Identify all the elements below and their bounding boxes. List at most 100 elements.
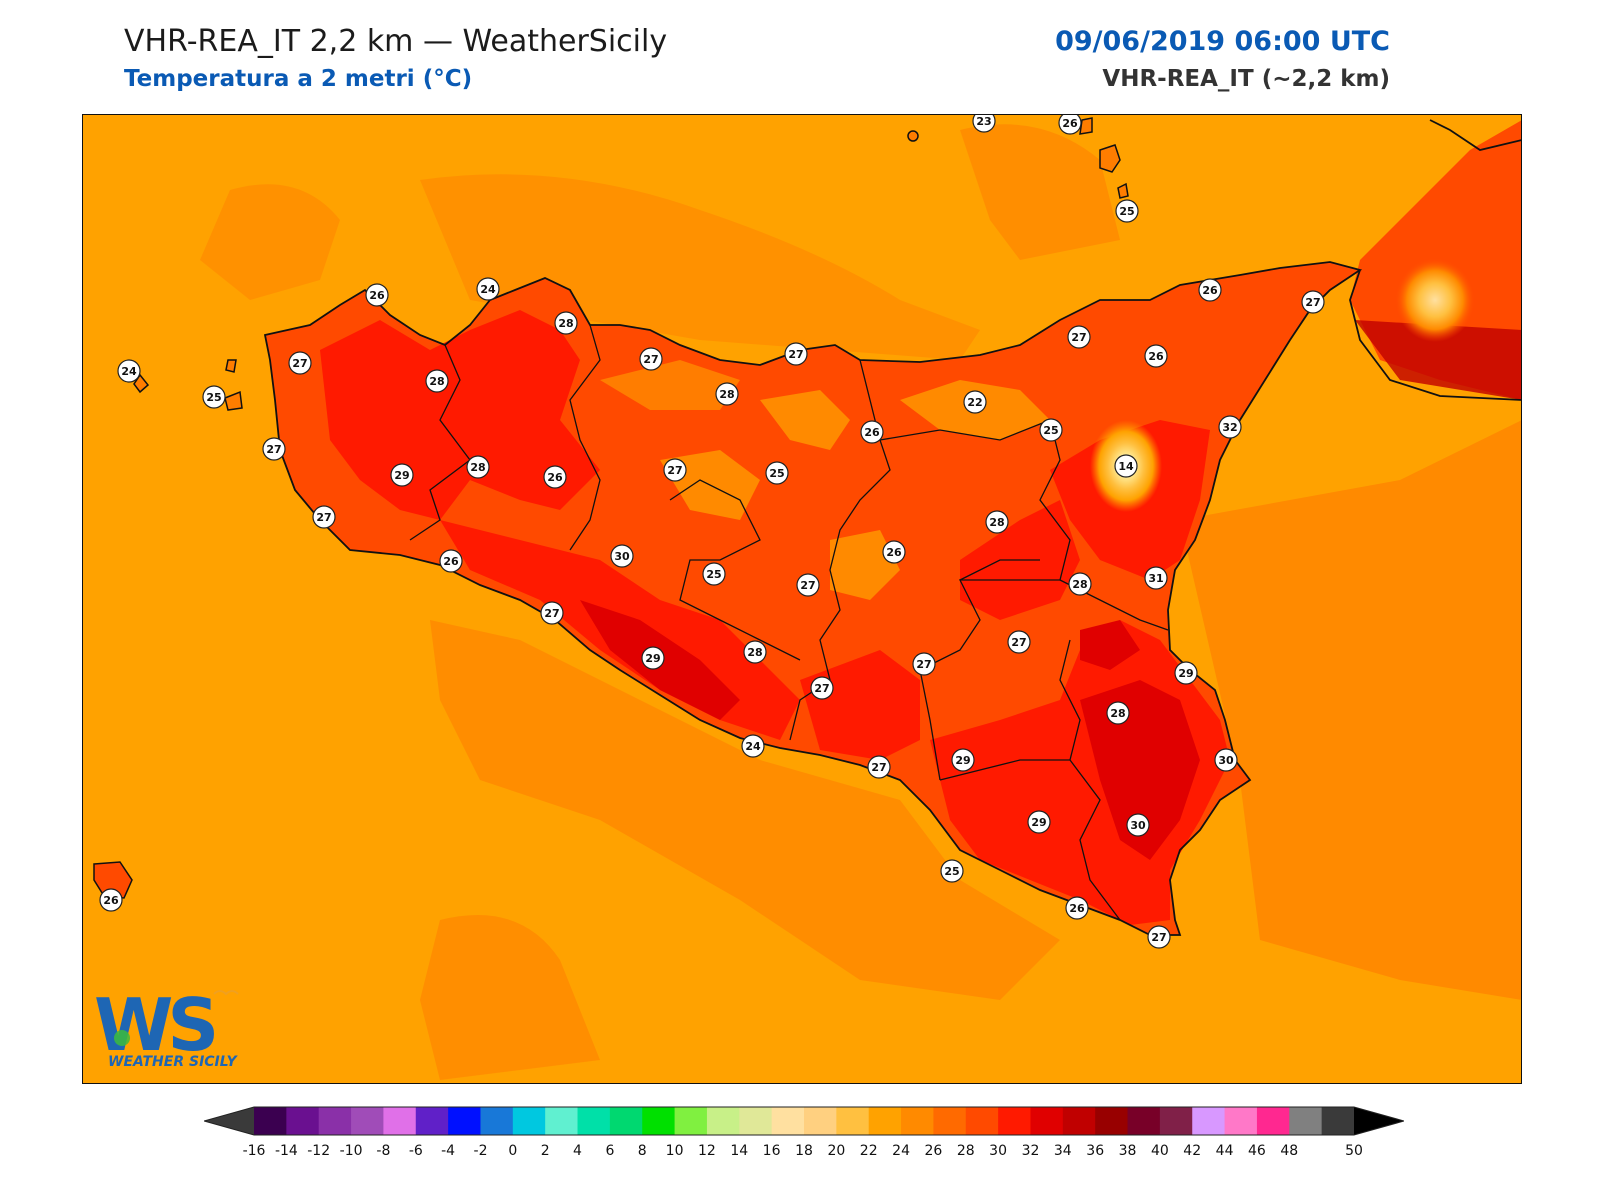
station-marker: 24	[117, 359, 141, 383]
station-value: 28	[989, 516, 1004, 529]
land-extreme-zone	[1080, 680, 1200, 860]
calabria-land	[1355, 320, 1522, 400]
station-circle	[1144, 344, 1168, 368]
station-circle	[1198, 278, 1222, 302]
colorbar-swatch	[609, 1107, 643, 1135]
station-circle	[1067, 325, 1091, 349]
station-value: 30	[1218, 754, 1234, 767]
station-marker: 26	[365, 283, 389, 307]
colorbar-swatch	[1224, 1107, 1258, 1135]
station-circle	[476, 277, 500, 301]
calabria-coastline	[1349, 269, 1522, 401]
colorbar-tick-label: 12	[698, 1143, 716, 1159]
station-marker: 25	[1039, 418, 1063, 442]
station-marker: 27	[1301, 290, 1325, 314]
colorbar-swatch	[1095, 1107, 1129, 1135]
station-marker: 26	[860, 420, 884, 444]
colorbar-tick-label: 14	[730, 1143, 748, 1159]
station-marker: 25	[940, 859, 964, 883]
station-circle	[390, 463, 414, 487]
station-value: 28	[719, 388, 734, 401]
colorbar-swatch	[836, 1107, 870, 1135]
station-marker: 27	[912, 652, 936, 676]
station-value: 28	[1110, 707, 1125, 720]
station-circle	[743, 640, 767, 664]
colorbar-swatch	[512, 1107, 546, 1135]
station-value: 26	[1069, 902, 1085, 915]
colorbar-swatch	[965, 1107, 999, 1135]
station-value: 30	[1130, 819, 1146, 832]
colorbar-tick-label: -16	[243, 1143, 266, 1159]
colorbar-tick-label: 50	[1345, 1143, 1363, 1159]
station-marker: 25	[702, 562, 726, 586]
station-circle	[741, 734, 765, 758]
colorbar-tick-label: -2	[474, 1143, 488, 1159]
station-marker: 24	[476, 277, 500, 301]
station-value: 31	[1148, 572, 1163, 585]
station-marker: 28	[466, 455, 490, 479]
station-value: 26	[547, 471, 563, 484]
station-circle	[466, 455, 490, 479]
small-islands	[93, 117, 1129, 899]
station-value: 27	[544, 607, 559, 620]
station-circle	[1214, 748, 1238, 772]
station-value: 29	[1178, 667, 1193, 680]
colorbar-swatch	[706, 1107, 740, 1135]
station-marker: 22	[963, 390, 987, 414]
colorbar-tick-label: -4	[441, 1143, 455, 1159]
station-value: 28	[470, 461, 485, 474]
station-value: 25	[206, 391, 221, 404]
temperature-map: 23 26 25 26 27 27 26 26 24 28 27 27 24 27 28 25 28 22 25 32…	[82, 114, 1522, 1084]
station-circle	[940, 859, 964, 883]
station-circle	[1126, 813, 1150, 837]
station-marker: 29	[390, 463, 414, 487]
station-value: 24	[745, 740, 761, 753]
station-circle	[439, 549, 463, 573]
station-circle	[702, 562, 726, 586]
colorbar-tick-label: 32	[1022, 1143, 1040, 1159]
station-circle	[1039, 418, 1063, 442]
weather-sicily-logo: WS WEATHER SICILY	[94, 980, 264, 1075]
sicily-coastline	[263, 261, 1363, 936]
station-value: 27	[871, 761, 886, 774]
station-marker: 25	[202, 385, 226, 409]
station-circle	[1065, 896, 1089, 920]
colorbar-swatch	[1289, 1107, 1323, 1135]
station-value: 27	[814, 682, 829, 695]
colorbar-tick-label: 30	[989, 1143, 1007, 1159]
colorbar-swatch	[1030, 1107, 1064, 1135]
station-value: 22	[967, 396, 982, 409]
map-title: VHR-REA_IT 2,2 km — WeatherSicily	[124, 24, 668, 59]
colorbar-tick-label: 46	[1248, 1143, 1266, 1159]
land-hot-zone	[320, 310, 600, 520]
colorbar-swatch	[674, 1107, 708, 1135]
colorbar-tick-label: 34	[1054, 1143, 1072, 1159]
station-value: 27	[643, 353, 658, 366]
colorbar-swatch	[868, 1107, 902, 1135]
station-marker: 27	[262, 437, 286, 461]
colorbar-tick-label: 20	[827, 1143, 845, 1159]
station-marker: 23	[972, 114, 996, 133]
station-circle	[860, 420, 884, 444]
land-cool-zone	[600, 360, 740, 410]
station-circle	[610, 544, 634, 568]
temperature-colorbar: -16 -14 -12 -10 -8 -6 -4 -2 0 2 4 6 8 10 12 14 16 18 20 22 2…	[202, 1105, 1406, 1165]
colorbar-swatch	[351, 1107, 384, 1135]
station-circle	[639, 347, 663, 371]
station-marker: 25	[765, 461, 789, 485]
colorbar-swatch	[254, 1107, 287, 1135]
station-circle	[867, 755, 891, 779]
colorbar-swatch	[804, 1107, 837, 1135]
station-value: 28	[747, 646, 762, 659]
colorbar-tick-label: 48	[1280, 1143, 1298, 1159]
station-value: 28	[558, 317, 573, 330]
colorbar-tick-label: 8	[638, 1143, 647, 1159]
station-circle	[1174, 661, 1198, 685]
colorbar-tick-label: 36	[1086, 1143, 1104, 1159]
colorbar-tick-label: -6	[409, 1143, 423, 1159]
station-circle	[1106, 701, 1130, 725]
colorbar-swatch	[448, 1107, 481, 1135]
station-value: 26	[864, 426, 880, 439]
colorbar-swatch	[545, 1107, 579, 1135]
station-circle	[796, 573, 820, 597]
